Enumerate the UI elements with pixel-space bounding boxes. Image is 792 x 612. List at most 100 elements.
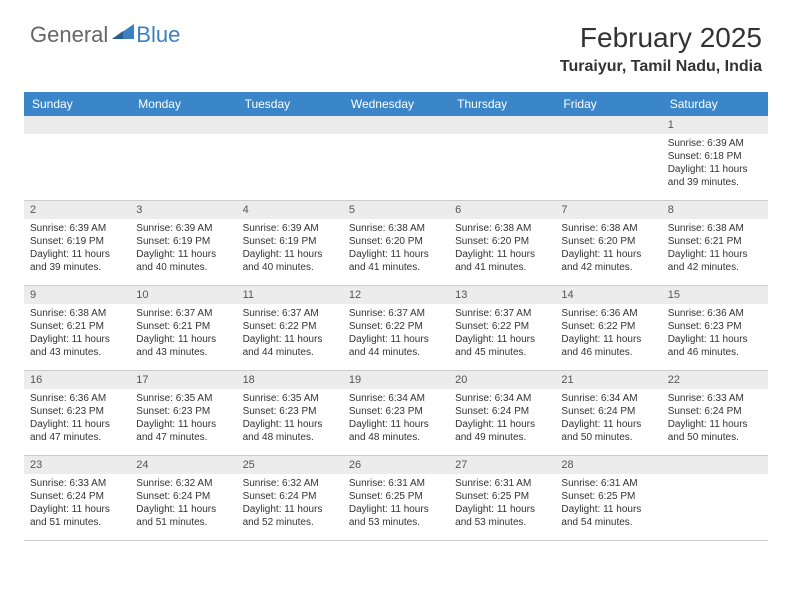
sunrise-text: Sunrise: 6:37 AM [455,307,549,320]
daylight-text: Daylight: 11 hours and 46 minutes. [668,333,762,359]
day-body: Sunrise: 6:36 AMSunset: 6:22 PMDaylight:… [555,304,661,363]
daylight-text: Daylight: 11 hours and 53 minutes. [455,503,549,529]
sunrise-text: Sunrise: 6:39 AM [30,222,124,235]
day-body: Sunrise: 6:33 AMSunset: 6:24 PMDaylight:… [24,474,130,533]
daylight-text: Daylight: 11 hours and 50 minutes. [668,418,762,444]
sunset-text: Sunset: 6:21 PM [668,235,762,248]
day-number [555,116,661,134]
sunrise-text: Sunrise: 6:34 AM [561,392,655,405]
week-row: 23Sunrise: 6:33 AMSunset: 6:24 PMDayligh… [24,456,768,541]
sunrise-text: Sunrise: 6:37 AM [136,307,230,320]
daylight-text: Daylight: 11 hours and 51 minutes. [30,503,124,529]
daylight-text: Daylight: 11 hours and 39 minutes. [30,248,124,274]
sunset-text: Sunset: 6:24 PM [30,490,124,503]
day-cell: 27Sunrise: 6:31 AMSunset: 6:25 PMDayligh… [449,456,555,540]
sunrise-text: Sunrise: 6:39 AM [668,137,762,150]
sunrise-text: Sunrise: 6:36 AM [668,307,762,320]
month-title: February 2025 [560,22,762,54]
day-body: Sunrise: 6:34 AMSunset: 6:24 PMDaylight:… [555,389,661,448]
day-cell: 13Sunrise: 6:37 AMSunset: 6:22 PMDayligh… [449,286,555,370]
sunset-text: Sunset: 6:23 PM [668,320,762,333]
day-body: Sunrise: 6:39 AMSunset: 6:18 PMDaylight:… [662,134,768,193]
sunrise-text: Sunrise: 6:37 AM [349,307,443,320]
sunset-text: Sunset: 6:21 PM [136,320,230,333]
sunset-text: Sunset: 6:23 PM [349,405,443,418]
daylight-text: Daylight: 11 hours and 48 minutes. [243,418,337,444]
daylight-text: Daylight: 11 hours and 50 minutes. [561,418,655,444]
day-cell: 12Sunrise: 6:37 AMSunset: 6:22 PMDayligh… [343,286,449,370]
day-cell [662,456,768,540]
day-cell: 24Sunrise: 6:32 AMSunset: 6:24 PMDayligh… [130,456,236,540]
logo-word-general: General [30,22,108,48]
day-cell [343,116,449,200]
sunset-text: Sunset: 6:23 PM [30,405,124,418]
logo-word-blue: Blue [136,22,180,48]
day-cell: 11Sunrise: 6:37 AMSunset: 6:22 PMDayligh… [237,286,343,370]
sunset-text: Sunset: 6:25 PM [561,490,655,503]
day-body: Sunrise: 6:32 AMSunset: 6:24 PMDaylight:… [130,474,236,533]
day-header-thursday: Thursday [449,92,555,116]
day-cell: 5Sunrise: 6:38 AMSunset: 6:20 PMDaylight… [343,201,449,285]
day-cell: 4Sunrise: 6:39 AMSunset: 6:19 PMDaylight… [237,201,343,285]
day-body: Sunrise: 6:33 AMSunset: 6:24 PMDaylight:… [662,389,768,448]
day-number: 22 [662,371,768,389]
day-cell: 7Sunrise: 6:38 AMSunset: 6:20 PMDaylight… [555,201,661,285]
day-cell: 20Sunrise: 6:34 AMSunset: 6:24 PMDayligh… [449,371,555,455]
day-number: 23 [24,456,130,474]
day-cell [24,116,130,200]
day-number: 7 [555,201,661,219]
day-body: Sunrise: 6:31 AMSunset: 6:25 PMDaylight:… [343,474,449,533]
day-body: Sunrise: 6:32 AMSunset: 6:24 PMDaylight:… [237,474,343,533]
day-cell: 19Sunrise: 6:34 AMSunset: 6:23 PMDayligh… [343,371,449,455]
day-number [24,116,130,134]
sunrise-text: Sunrise: 6:35 AM [243,392,337,405]
daylight-text: Daylight: 11 hours and 39 minutes. [668,163,762,189]
sunrise-text: Sunrise: 6:38 AM [668,222,762,235]
day-cell: 22Sunrise: 6:33 AMSunset: 6:24 PMDayligh… [662,371,768,455]
logo-triangle-icon [112,24,134,47]
day-number: 6 [449,201,555,219]
sunset-text: Sunset: 6:22 PM [455,320,549,333]
day-number: 28 [555,456,661,474]
day-number: 14 [555,286,661,304]
sunrise-text: Sunrise: 6:33 AM [30,477,124,490]
day-number [130,116,236,134]
day-cell [449,116,555,200]
day-body: Sunrise: 6:38 AMSunset: 6:20 PMDaylight:… [555,219,661,278]
location-subtitle: Turaiyur, Tamil Nadu, India [560,58,762,76]
day-cell: 23Sunrise: 6:33 AMSunset: 6:24 PMDayligh… [24,456,130,540]
sunrise-text: Sunrise: 6:36 AM [30,392,124,405]
day-number: 26 [343,456,449,474]
day-number [237,116,343,134]
sunset-text: Sunset: 6:20 PM [561,235,655,248]
day-number: 20 [449,371,555,389]
daylight-text: Daylight: 11 hours and 42 minutes. [561,248,655,274]
day-body: Sunrise: 6:36 AMSunset: 6:23 PMDaylight:… [662,304,768,363]
daylight-text: Daylight: 11 hours and 44 minutes. [349,333,443,359]
day-number: 4 [237,201,343,219]
daylight-text: Daylight: 11 hours and 41 minutes. [349,248,443,274]
daylight-text: Daylight: 11 hours and 47 minutes. [136,418,230,444]
page-header: General Blue February 2025 Turaiyur, Tam… [0,0,792,86]
day-number: 10 [130,286,236,304]
day-cell: 28Sunrise: 6:31 AMSunset: 6:25 PMDayligh… [555,456,661,540]
day-cell [130,116,236,200]
day-cell: 18Sunrise: 6:35 AMSunset: 6:23 PMDayligh… [237,371,343,455]
day-body: Sunrise: 6:38 AMSunset: 6:20 PMDaylight:… [343,219,449,278]
sunset-text: Sunset: 6:18 PM [668,150,762,163]
day-number: 15 [662,286,768,304]
daylight-text: Daylight: 11 hours and 48 minutes. [349,418,443,444]
sunrise-text: Sunrise: 6:32 AM [243,477,337,490]
day-body: Sunrise: 6:38 AMSunset: 6:20 PMDaylight:… [449,219,555,278]
daylight-text: Daylight: 11 hours and 52 minutes. [243,503,337,529]
day-body: Sunrise: 6:37 AMSunset: 6:22 PMDaylight:… [237,304,343,363]
day-cell: 17Sunrise: 6:35 AMSunset: 6:23 PMDayligh… [130,371,236,455]
sunrise-text: Sunrise: 6:34 AM [349,392,443,405]
sunrise-text: Sunrise: 6:31 AM [455,477,549,490]
sunrise-text: Sunrise: 6:33 AM [668,392,762,405]
daylight-text: Daylight: 11 hours and 41 minutes. [455,248,549,274]
sunrise-text: Sunrise: 6:31 AM [349,477,443,490]
sunset-text: Sunset: 6:24 PM [561,405,655,418]
day-body: Sunrise: 6:34 AMSunset: 6:23 PMDaylight:… [343,389,449,448]
week-row: 1Sunrise: 6:39 AMSunset: 6:18 PMDaylight… [24,116,768,201]
